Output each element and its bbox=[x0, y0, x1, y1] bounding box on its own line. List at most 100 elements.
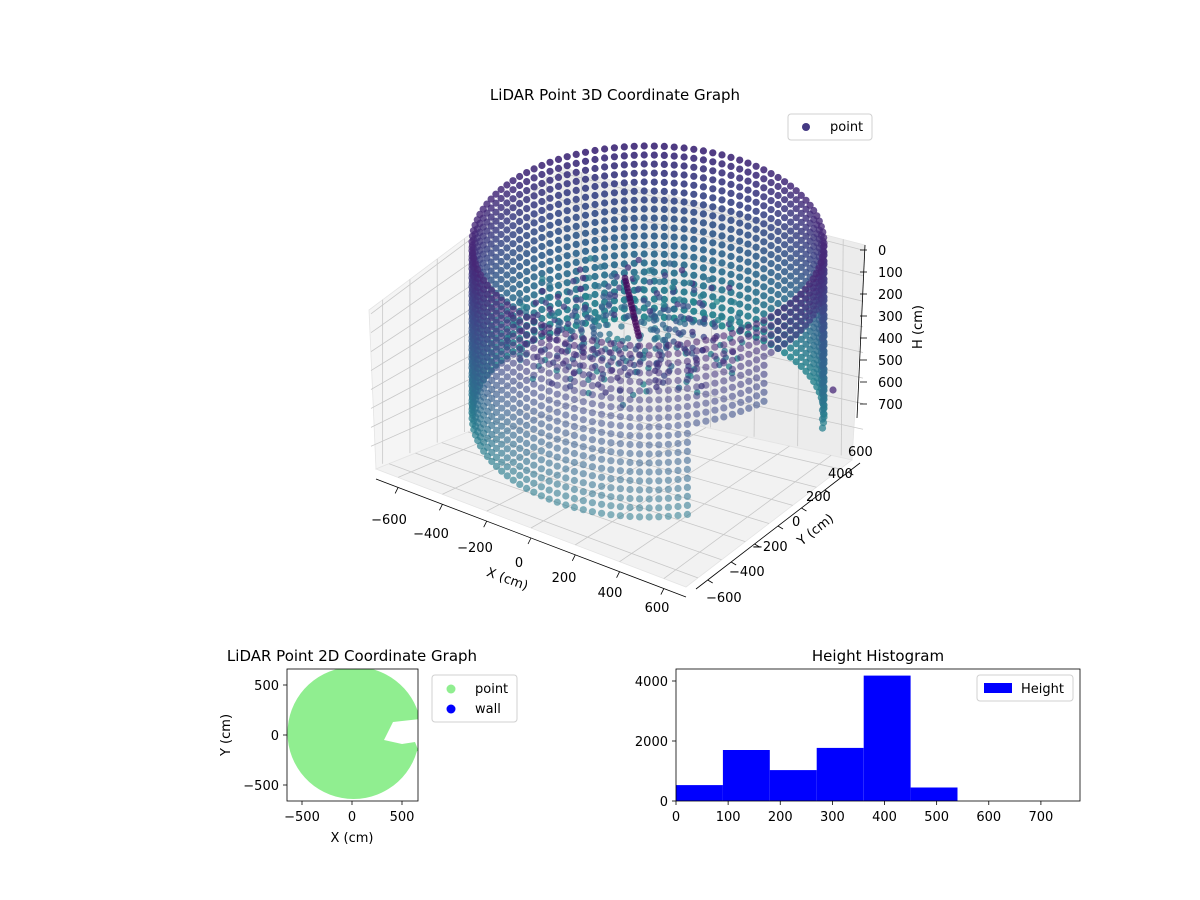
data-point bbox=[818, 379, 827, 387]
grid-line bbox=[494, 421, 793, 506]
data-point bbox=[640, 178, 648, 186]
data-point bbox=[720, 359, 728, 367]
x-tick-mark bbox=[571, 554, 576, 562]
data-point bbox=[616, 422, 625, 430]
data-point bbox=[650, 295, 658, 303]
data-point bbox=[660, 286, 668, 294]
data-point bbox=[626, 341, 634, 350]
data-point bbox=[693, 410, 701, 418]
x-tick-mark bbox=[439, 504, 443, 511]
data-point bbox=[645, 432, 653, 440]
data-point bbox=[744, 231, 752, 239]
data-point bbox=[523, 430, 531, 438]
data-point bbox=[718, 169, 726, 177]
data-point bbox=[498, 368, 506, 376]
data-point bbox=[591, 254, 599, 263]
data-point bbox=[563, 297, 571, 305]
data-point bbox=[801, 285, 810, 293]
data-point bbox=[567, 327, 574, 334]
data-point bbox=[530, 237, 538, 245]
data-point bbox=[497, 248, 505, 257]
data-point bbox=[797, 335, 805, 343]
data-point bbox=[645, 441, 653, 449]
data-point bbox=[572, 195, 580, 203]
data-point bbox=[616, 467, 625, 475]
data-point bbox=[718, 178, 726, 186]
data-point bbox=[711, 361, 719, 369]
data-point bbox=[607, 385, 615, 393]
data-point bbox=[819, 228, 827, 236]
data-point bbox=[545, 324, 553, 332]
data-point bbox=[530, 488, 538, 496]
data-point bbox=[492, 399, 501, 407]
data-point bbox=[545, 486, 553, 494]
data-point bbox=[562, 465, 570, 473]
data-point bbox=[774, 200, 782, 209]
data-point bbox=[579, 434, 587, 442]
data-point bbox=[774, 263, 782, 272]
data-point bbox=[640, 214, 648, 222]
data-point bbox=[645, 369, 653, 377]
data-point bbox=[591, 155, 599, 164]
data-point bbox=[636, 396, 644, 404]
grid-line bbox=[520, 410, 817, 488]
data-point bbox=[503, 190, 511, 198]
data-point bbox=[670, 188, 678, 196]
data-point bbox=[645, 504, 653, 512]
axes-frame-histogram bbox=[675, 668, 1081, 802]
data-point bbox=[570, 377, 579, 386]
data-point bbox=[537, 339, 546, 347]
data-point bbox=[570, 431, 579, 440]
data-point bbox=[674, 493, 682, 502]
data-point bbox=[516, 399, 524, 407]
data-point bbox=[683, 492, 692, 500]
data-point bbox=[581, 148, 590, 156]
data-point bbox=[616, 494, 625, 502]
data-point bbox=[632, 297, 639, 305]
data-point bbox=[616, 341, 625, 349]
data-point bbox=[680, 252, 688, 260]
data-point bbox=[589, 323, 596, 330]
data-point bbox=[498, 359, 506, 367]
data-point bbox=[728, 410, 737, 418]
data-point bbox=[551, 312, 558, 319]
data-point bbox=[530, 335, 538, 343]
data-point bbox=[650, 317, 658, 324]
data-point bbox=[767, 287, 775, 295]
data-point bbox=[530, 398, 538, 406]
data-point bbox=[516, 253, 524, 262]
y-ticks-3d: −600 −400 −200 0 200 400 600 bbox=[706, 445, 873, 606]
data-point bbox=[670, 152, 678, 160]
data-point bbox=[683, 348, 692, 356]
data-point bbox=[690, 163, 698, 171]
data-point bbox=[538, 269, 546, 278]
data-point bbox=[693, 401, 701, 409]
data-point bbox=[562, 501, 570, 509]
data-point bbox=[711, 352, 719, 360]
data-point bbox=[737, 344, 745, 352]
data-point bbox=[620, 242, 628, 250]
data-point bbox=[579, 362, 587, 370]
data-point bbox=[640, 259, 648, 267]
data-point bbox=[797, 200, 805, 208]
data-point bbox=[640, 169, 648, 177]
data-point bbox=[488, 439, 496, 448]
data-point bbox=[702, 390, 710, 398]
data-point bbox=[744, 213, 752, 221]
data-point bbox=[655, 396, 663, 404]
data-point bbox=[545, 414, 553, 422]
data-point bbox=[674, 385, 682, 394]
data-point bbox=[680, 171, 688, 179]
data-point bbox=[680, 288, 688, 296]
data-point bbox=[516, 181, 524, 190]
data-point bbox=[693, 374, 701, 382]
data-point bbox=[626, 440, 634, 449]
data-point bbox=[781, 205, 789, 213]
data-point bbox=[797, 227, 805, 235]
data-point bbox=[538, 215, 546, 224]
x-tick-label: −500 bbox=[284, 810, 320, 825]
data-point bbox=[737, 353, 745, 361]
data-point bbox=[636, 486, 644, 494]
data-point bbox=[774, 191, 782, 200]
data-point bbox=[572, 150, 580, 158]
